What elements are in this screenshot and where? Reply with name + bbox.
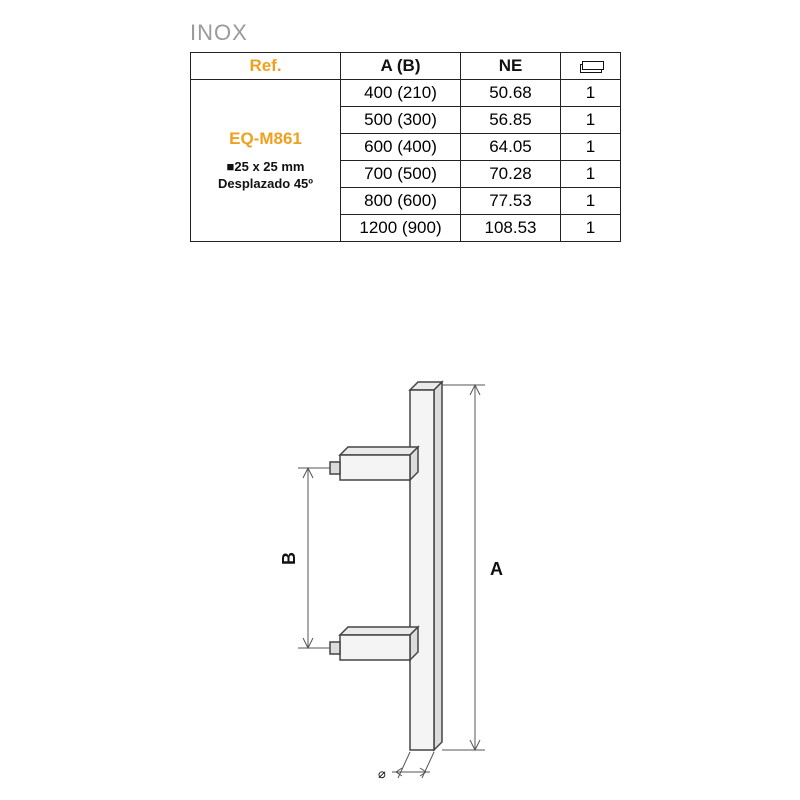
cell-box: 1 xyxy=(561,188,621,215)
spec-table: Ref. A (B) NE EQ-M861 ■25 x 25 mm Despla… xyxy=(190,52,621,242)
cell-ab: 400 (210) xyxy=(341,80,461,107)
cell-ne: 56.85 xyxy=(461,107,561,134)
diagram-svg: A B ⌀ xyxy=(220,380,580,780)
table-row: EQ-M861 ■25 x 25 mm Desplazado 45º 400 (… xyxy=(191,80,621,107)
dim-label-b: B xyxy=(279,552,299,565)
cell-ab: 500 (300) xyxy=(341,107,461,134)
dim-label-bottom: ⌀ xyxy=(378,766,386,780)
cell-ab: 1200 (900) xyxy=(341,215,461,242)
model-sub: ■25 x 25 mm Desplazado 45º xyxy=(197,159,334,193)
spec-table-container: Ref. A (B) NE EQ-M861 ■25 x 25 mm Despla… xyxy=(190,52,621,242)
th-ne: NE xyxy=(461,53,561,80)
th-ref: Ref. xyxy=(191,53,341,80)
cell-box: 1 xyxy=(561,134,621,161)
th-ab: A (B) xyxy=(341,53,461,80)
cell-ab: 800 (600) xyxy=(341,188,461,215)
cell-box: 1 xyxy=(561,161,621,188)
dim-label-a: A xyxy=(490,559,503,579)
cell-ne: 77.53 xyxy=(461,188,561,215)
cell-box: 1 xyxy=(561,107,621,134)
dimension-diagram: A B ⌀ xyxy=(220,380,580,780)
th-box xyxy=(561,53,621,80)
cell-ab: 700 (500) xyxy=(341,161,461,188)
cell-box: 1 xyxy=(561,215,621,242)
box-icon xyxy=(580,61,602,71)
cell-ne: 64.05 xyxy=(461,134,561,161)
cell-ne: 108.53 xyxy=(461,215,561,242)
cell-ne: 70.28 xyxy=(461,161,561,188)
ref-cell: EQ-M861 ■25 x 25 mm Desplazado 45º xyxy=(191,80,341,242)
cell-ab: 600 (400) xyxy=(341,134,461,161)
model-sub-2: Desplazado 45º xyxy=(197,176,334,193)
model-sub-1: ■25 x 25 mm xyxy=(197,159,334,176)
cell-ne: 50.68 xyxy=(461,80,561,107)
cell-box: 1 xyxy=(561,80,621,107)
model-code: EQ-M861 xyxy=(197,129,334,149)
section-heading: INOX xyxy=(190,20,248,46)
